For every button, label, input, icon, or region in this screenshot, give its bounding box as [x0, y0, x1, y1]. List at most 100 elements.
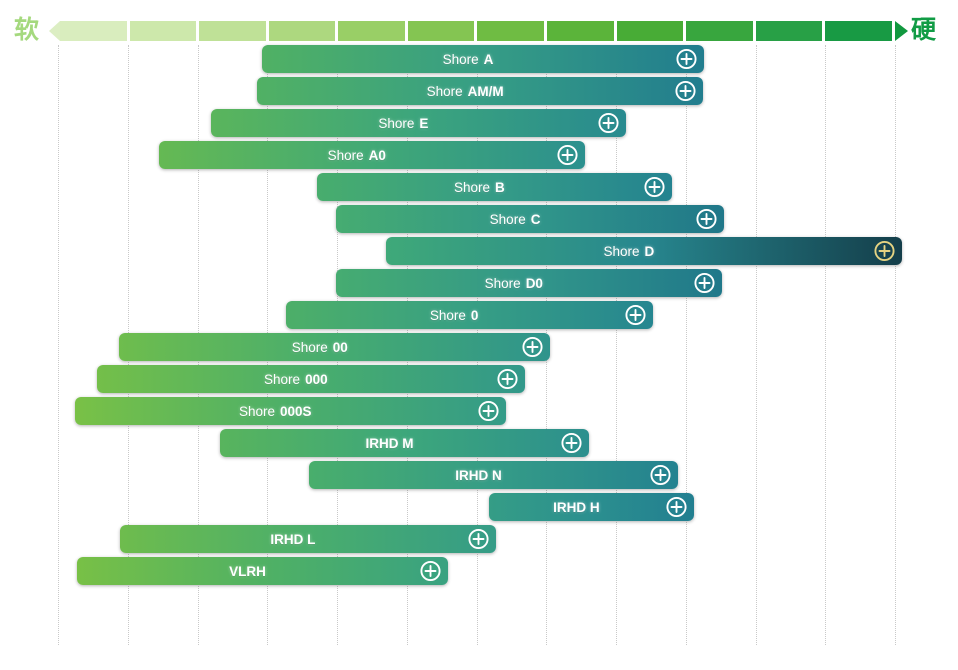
vertical-gridline [58, 45, 59, 645]
vertical-gridline [616, 45, 617, 645]
plus-circle-icon[interactable] [556, 144, 579, 167]
plus-circle-icon[interactable] [521, 336, 544, 359]
axis-gradient-segment [755, 21, 823, 41]
hardness-range-bar-c[interactable]: Shore C [336, 205, 725, 233]
plus-circle-icon[interactable] [467, 528, 490, 551]
bar-label-prefix: Shore [453, 179, 491, 195]
bar-label-name: B [495, 179, 505, 195]
vertical-gridline [895, 45, 896, 645]
hardness-range-bar-a[interactable]: Shore A [262, 45, 704, 73]
hardness-range-bar-e[interactable]: Shore E [210, 109, 626, 137]
bar-label-name: 000 [305, 371, 328, 387]
plus-circle-icon[interactable] [873, 240, 896, 263]
bar-label: IRHD H [495, 493, 658, 521]
plus-circle-icon[interactable] [693, 272, 716, 295]
bar-label-name: IRHD H [553, 499, 600, 515]
plus-circle-icon[interactable] [675, 48, 698, 71]
bar-label: IRHD M [226, 429, 553, 457]
axis-gradient-segment [616, 21, 684, 41]
axis-left-arrow-icon [49, 21, 60, 41]
bar-label: Shore E [217, 109, 590, 137]
bar-label: Shore 000 [103, 365, 489, 393]
vertical-gridline [685, 45, 687, 645]
bar-label: Shore 000S [81, 397, 470, 425]
bar-label: Shore A [268, 45, 668, 73]
hardness-range-bar-0[interactable]: Shore 0 [285, 301, 653, 329]
bar-label: Shore D0 [342, 269, 686, 297]
hardness-range-bar-000s[interactable]: Shore 000S [74, 397, 506, 425]
hardness-range-bar-d[interactable]: Shore D [385, 237, 903, 265]
axis-gradient-segment [407, 21, 475, 41]
bar-label-name: 0 [470, 307, 479, 323]
hardness-range-bar-am-m[interactable]: Shore AM/M [257, 77, 704, 105]
bar-label-prefix: Shore [603, 243, 640, 259]
hardness-range-bar-irhd-l[interactable]: IRHD L [120, 525, 496, 553]
bar-label-name: C [530, 211, 541, 227]
axis-gradient-segment [547, 21, 614, 41]
bar-label-prefix: Shore [442, 51, 479, 67]
bar-label-name: VLRH [229, 563, 266, 579]
bar-label-name: E [419, 115, 429, 131]
hardness-range-bar-b[interactable]: Shore B [316, 173, 673, 201]
hardness-range-bar-d0[interactable]: Shore D0 [336, 269, 722, 297]
bar-label-prefix: Shore [238, 403, 275, 419]
bar-label-prefix: Shore [484, 275, 521, 291]
hardness-gradient-axis [49, 21, 908, 41]
hardness-range-bar-irhd-m[interactable]: IRHD M [220, 429, 589, 457]
plus-circle-icon[interactable] [477, 400, 500, 423]
bar-label-name: A [483, 51, 494, 67]
hardness-range-bar-000[interactable]: Shore 000 [96, 365, 526, 393]
axis-gradient-segment [60, 21, 127, 41]
bar-label: Shore 00 [125, 333, 514, 361]
bar-label-prefix: Shore [327, 147, 364, 163]
bar-label-name: IRHD L [270, 531, 316, 547]
plus-circle-icon[interactable] [597, 112, 620, 135]
bar-label: Shore B [323, 173, 636, 201]
bar-label: Shore AM/M [263, 77, 667, 105]
bar-label: Shore C [342, 205, 688, 233]
plus-circle-icon[interactable] [674, 80, 697, 103]
axis-gradient-segment [129, 21, 197, 41]
bar-label-name: A0 [368, 147, 386, 163]
plus-circle-icon[interactable] [624, 304, 647, 327]
hardness-range-bar-irhd-h[interactable]: IRHD H [488, 493, 694, 521]
bar-label-name: D [644, 243, 655, 259]
bar-label-name: 000S [280, 403, 312, 419]
bar-label-prefix: Shore [291, 339, 328, 355]
plus-circle-icon[interactable] [665, 496, 688, 519]
bar-label-name: IRHD N [455, 467, 502, 483]
bar-label-name: D0 [525, 275, 543, 291]
hardness-range-bar-00[interactable]: Shore 00 [119, 333, 551, 361]
bar-label-prefix: Shore [429, 307, 466, 323]
bar-label: Shore A0 [165, 141, 549, 169]
bar-label-name: 00 [332, 339, 348, 355]
soft-axis-label: 软 [14, 16, 40, 44]
bar-label: IRHD N [315, 461, 642, 489]
plus-circle-icon[interactable] [496, 368, 519, 391]
bar-label-name: AM/M [467, 83, 504, 99]
hard-axis-label: 硬 [911, 16, 937, 44]
axis-gradient-segment [825, 21, 892, 41]
bar-label-prefix: Shore [378, 115, 415, 131]
axis-gradient-segment [268, 21, 336, 41]
bar-label: IRHD L [126, 525, 459, 553]
bar-label: VLRH [83, 557, 411, 585]
bar-label-prefix: Shore [264, 371, 301, 387]
plus-circle-icon[interactable] [560, 432, 583, 455]
hardness-range-bar-a0[interactable]: Shore A0 [158, 141, 585, 169]
axis-right-arrow-icon [894, 21, 908, 41]
axis-gradient-segment [338, 21, 405, 41]
bar-label-prefix: Shore [489, 211, 526, 227]
hardness-range-bar-irhd-n[interactable]: IRHD N [309, 461, 678, 489]
bar-label: Shore D [392, 237, 867, 265]
axis-gradient-segment [477, 21, 545, 41]
plus-circle-icon[interactable] [695, 208, 718, 231]
bar-label: Shore 0 [292, 301, 617, 329]
plus-circle-icon[interactable] [419, 560, 442, 583]
vertical-gridline [825, 45, 827, 645]
plus-circle-icon[interactable] [649, 464, 672, 487]
axis-gradient-segment [199, 21, 266, 41]
hardness-range-bar-vlrh[interactable]: VLRH [77, 557, 448, 585]
plus-circle-icon[interactable] [643, 176, 666, 199]
bar-label-name: IRHD M [365, 435, 414, 451]
